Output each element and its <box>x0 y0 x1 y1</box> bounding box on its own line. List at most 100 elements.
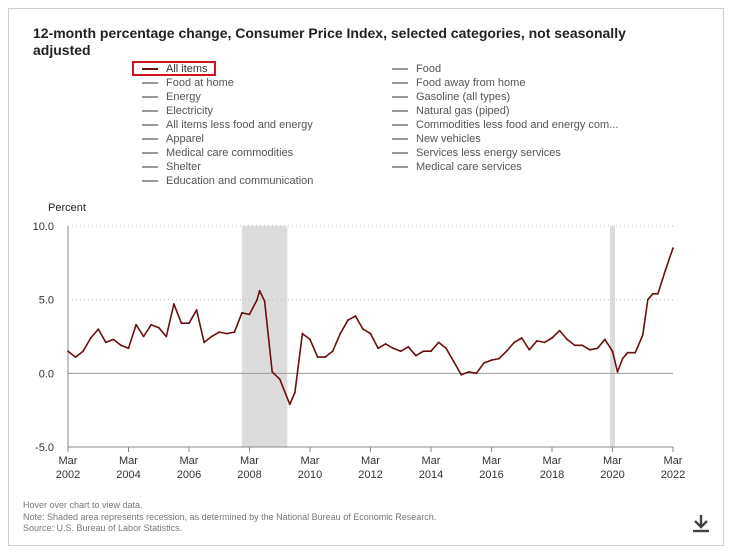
x-tick-year: 2010 <box>298 469 322 481</box>
legend-label: Medical care commodities <box>166 147 294 159</box>
data-point <box>626 351 629 354</box>
legend-item[interactable]: Commodities less food and energy com... <box>392 118 618 132</box>
data-point <box>407 345 410 348</box>
legend-item[interactable]: Medical care commodities <box>142 146 293 160</box>
data-point <box>588 348 591 351</box>
data-point <box>362 328 364 331</box>
legend-label: Gasoline (all types) <box>416 91 511 103</box>
x-tick-month: Mar <box>664 455 683 467</box>
legend-label: Food at home <box>166 77 234 89</box>
x-tick-month: Mar <box>422 455 441 467</box>
data-point <box>157 326 160 329</box>
legend-label: Apparel <box>166 133 204 145</box>
legend-item[interactable]: All items <box>142 62 208 76</box>
data-point <box>566 338 569 341</box>
legend-swatch <box>392 152 408 154</box>
legend-item[interactable]: New vehicles <box>392 132 481 146</box>
data-point <box>74 356 77 359</box>
data-point <box>324 356 327 359</box>
y-tick-label: 10.0 <box>33 221 54 233</box>
data-point <box>641 334 644 336</box>
x-tick-year: 2006 <box>177 469 201 481</box>
legend-item[interactable]: Energy <box>142 90 201 104</box>
legend-label: Natural gas (piped) <box>416 105 510 117</box>
legend-item[interactable]: Food <box>392 62 441 76</box>
chart-frame <box>8 8 724 546</box>
legend-swatch <box>142 166 158 168</box>
recession-band <box>241 226 288 447</box>
data-point <box>188 322 190 325</box>
legend-label: Medical care services <box>416 161 522 173</box>
legend-swatch <box>142 82 158 84</box>
data-point <box>97 328 100 331</box>
data-point <box>452 360 455 363</box>
legend-label: All items less food and energy <box>166 119 313 131</box>
x-tick-year: 2022 <box>661 469 685 481</box>
legend-item[interactable]: Medical care services <box>392 160 522 174</box>
legend-swatch <box>392 138 408 140</box>
data-point <box>672 247 674 250</box>
legend-label: Food away from home <box>416 77 526 89</box>
data-point <box>271 370 274 373</box>
data-point <box>596 347 599 350</box>
legend-swatch <box>392 166 408 168</box>
recession-note: Note: Shaded area represents recession, … <box>23 511 437 522</box>
data-point <box>331 350 334 353</box>
data-point <box>241 312 243 314</box>
data-point <box>195 309 198 311</box>
x-tick-month: Mar <box>59 455 78 467</box>
data-point <box>551 337 553 339</box>
chart-notes: Hover over chart to view data. Note: Sha… <box>23 500 436 535</box>
legend-item[interactable]: Education and communication <box>142 174 313 188</box>
data-point <box>203 341 206 344</box>
data-point <box>616 370 619 373</box>
data-point <box>293 391 296 394</box>
data-point <box>258 289 261 292</box>
data-point <box>483 362 485 364</box>
legend-item[interactable]: Food away from home <box>392 76 525 90</box>
legend-swatch <box>142 110 158 112</box>
recession-band <box>609 226 616 447</box>
legend-swatch <box>142 68 158 70</box>
data-point <box>664 269 667 272</box>
x-tick-month: Mar <box>301 455 320 467</box>
data-point <box>316 356 319 359</box>
download-icon[interactable] <box>690 512 712 534</box>
data-point <box>256 298 258 301</box>
legend-item[interactable]: Natural gas (piped) <box>392 104 510 118</box>
legend-label: Commodities less food and energy com... <box>416 119 619 131</box>
data-point <box>573 344 576 347</box>
x-tick-year: 2004 <box>116 469 140 481</box>
legend-label: Energy <box>166 91 201 103</box>
data-point <box>460 373 463 376</box>
data-point <box>543 341 546 344</box>
legend-item[interactable]: Food at home <box>142 76 234 90</box>
data-point <box>89 337 92 339</box>
legend-item[interactable]: Shelter <box>142 160 201 174</box>
legend-label: Services less energy services <box>416 147 561 159</box>
data-point <box>354 314 357 317</box>
data-point <box>135 323 137 326</box>
x-tick-month: Mar <box>119 455 138 467</box>
legend-item[interactable]: Apparel <box>142 132 204 146</box>
legend-item[interactable]: Gasoline (all types) <box>392 90 510 104</box>
x-tick-year: 2014 <box>419 469 443 481</box>
x-tick-year: 2002 <box>56 469 80 481</box>
x-tick-year: 2016 <box>479 469 503 481</box>
data-point <box>233 331 236 333</box>
data-point <box>67 350 69 353</box>
legend-swatch <box>142 96 158 98</box>
data-point <box>301 332 304 335</box>
legend-item[interactable]: All items less food and energy <box>142 118 313 132</box>
data-point <box>467 370 470 373</box>
y-tick-label: 5.0 <box>39 295 54 307</box>
data-point <box>165 335 168 338</box>
data-point <box>604 338 606 341</box>
legend-item[interactable]: Services less energy services <box>392 146 561 160</box>
legend-label: All items <box>166 63 208 75</box>
legend-item[interactable]: Electricity <box>142 104 213 118</box>
data-point <box>437 341 440 344</box>
data-point <box>475 372 478 375</box>
x-tick-year: 2018 <box>540 469 564 481</box>
